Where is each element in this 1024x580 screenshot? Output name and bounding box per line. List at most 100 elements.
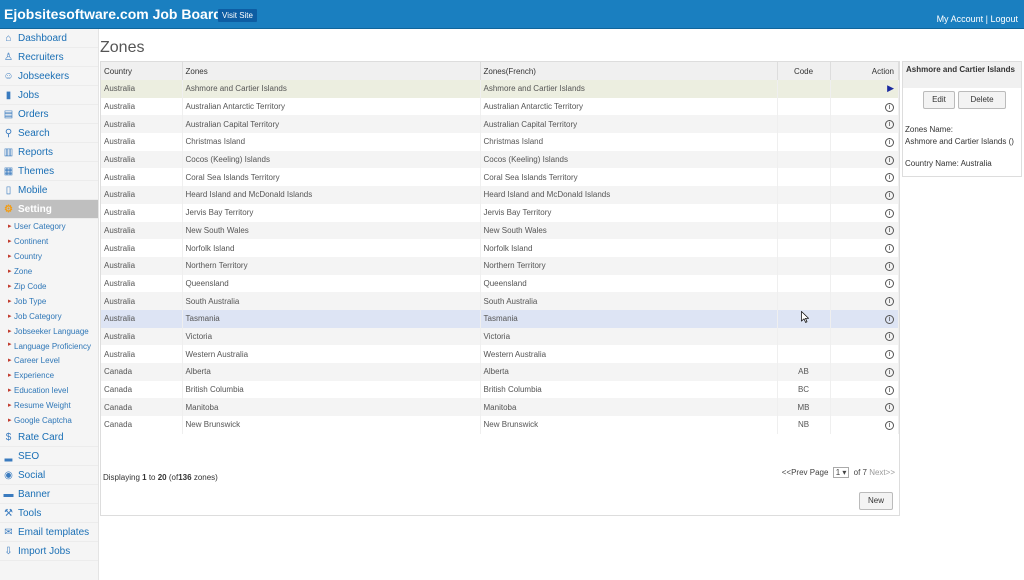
next-link[interactable]: Next>>: [869, 468, 895, 477]
table-row[interactable]: Australia Western Australia Western Austra…: [101, 345, 899, 363]
setting-subitem-experience[interactable]: Experience: [0, 368, 98, 383]
table-row[interactable]: Australia Heard Island and McDonald Islan…: [101, 186, 899, 204]
sidebar-item-banner[interactable]: ▬ Banner: [0, 485, 98, 504]
selected-arrow-icon[interactable]: ▶: [887, 83, 894, 94]
cell-country: Australia: [101, 309, 183, 328]
info-icon[interactable]: i: [885, 279, 894, 289]
sidebar-item-tools[interactable]: ⚒ Tools: [0, 504, 98, 523]
sidebar-item-orders[interactable]: ▤ Orders: [0, 105, 98, 124]
cell-action: i: [830, 97, 899, 116]
themes-icon: ▦: [3, 166, 14, 177]
cell-country: Australia: [101, 274, 183, 293]
delete-button[interactable]: Delete: [958, 91, 1006, 109]
prev-link[interactable]: <<Prev: [781, 468, 808, 477]
column-zones-french[interactable]: Zones(French): [480, 62, 778, 80]
table-row[interactable]: Australia Australian Capital Territory Aus…: [101, 115, 899, 134]
setting-subitem-career-level[interactable]: Career Level: [0, 353, 98, 368]
info-icon[interactable]: i: [885, 137, 894, 147]
logout-link[interactable]: Logout: [990, 14, 1018, 24]
sidebar-item-dashboard[interactable]: ⌂ Dashboard: [0, 29, 98, 48]
cell-zone: New South Wales: [182, 221, 481, 240]
social-icon: ◉: [4, 470, 13, 481]
setting-subitem-user-category[interactable]: User Category: [0, 219, 98, 234]
column-code[interactable]: Code: [777, 62, 831, 80]
sidebar-item-search[interactable]: ⚲ Search: [0, 124, 98, 143]
table-row[interactable]: Australia Ashmore and Cartier Islands Ashm…: [101, 80, 899, 98]
table-row[interactable]: Australia New South Wales New South Wales i: [101, 221, 899, 240]
table-row[interactable]: Australia South Australia South Australia i: [101, 292, 899, 310]
setting-subitem-country[interactable]: Country: [0, 249, 98, 264]
table-row[interactable]: Australia Coral Sea Islands Territory Cora…: [101, 168, 899, 187]
table-row[interactable]: Australia Queensland Queensland i: [101, 274, 899, 293]
sidebar-item-reports[interactable]: ▥ Reports: [0, 143, 98, 162]
edit-button[interactable]: Edit: [923, 91, 955, 109]
sidebar-item-import-jobs[interactable]: ⇩ Import Jobs: [0, 542, 98, 561]
table-row[interactable]: Canada Manitoba Manitoba MB i: [101, 398, 899, 417]
setting-subitem-job-category[interactable]: Job Category: [0, 309, 98, 324]
info-icon[interactable]: i: [885, 120, 894, 130]
cell-zone: Manitoba: [182, 398, 481, 417]
sidebar-item-themes[interactable]: ▦ Themes: [0, 162, 98, 181]
sidebar-item-email-templates[interactable]: ✉ Email templates: [0, 523, 98, 542]
table-row[interactable]: Australia Jervis Bay Territory Jervis Bay …: [101, 203, 899, 222]
cell-zone: South Australia: [182, 292, 481, 310]
column-country[interactable]: Country: [101, 62, 183, 80]
table-row[interactable]: Canada Alberta Alberta AB i: [101, 363, 899, 381]
setting-subitem-resume-weight[interactable]: Resume Weight: [0, 398, 98, 413]
cell-zone: Coral Sea Islands Territory: [182, 168, 481, 187]
table-row[interactable]: Canada New Brunswick New Brunswick NB i: [101, 416, 899, 434]
info-icon[interactable]: i: [885, 190, 894, 200]
setting-subitem-jobseeker-language[interactable]: Jobseeker Language: [0, 324, 98, 339]
info-icon[interactable]: i: [885, 173, 894, 183]
info-icon[interactable]: i: [885, 208, 894, 218]
info-icon[interactable]: i: [885, 403, 894, 413]
info-icon[interactable]: i: [885, 350, 894, 360]
table-row[interactable]: Australia Northern Territory Northern Terr…: [101, 256, 899, 275]
table-row[interactable]: Canada British Columbia British Columbia BC…: [101, 380, 899, 399]
info-icon[interactable]: i: [885, 420, 894, 430]
my-account-link[interactable]: My Account: [936, 14, 984, 24]
info-icon[interactable]: i: [885, 332, 894, 342]
info-icon[interactable]: i: [885, 367, 894, 377]
table-row[interactable]: Australia Tasmania Tasmania i: [101, 309, 899, 328]
info-icon[interactable]: i: [885, 155, 894, 165]
table-row[interactable]: Australia Cocos (Keeling) Islands Cocos (K…: [101, 150, 899, 169]
table-row[interactable]: Australia Victoria Victoria i: [101, 327, 899, 346]
visit-site-button[interactable]: Visit Site: [218, 9, 257, 22]
sidebar-item-recruiters[interactable]: ♙ Recruiters: [0, 48, 98, 67]
setting-subitem-zone[interactable]: Zone: [0, 264, 98, 279]
setting-subitem-zip-code[interactable]: Zip Code: [0, 279, 98, 294]
detail-panel: Ashmore and Cartier Islands Edit Delete …: [902, 61, 1022, 177]
sidebar-item-jobseekers[interactable]: ☺ Jobseekers: [0, 67, 98, 86]
brand-title: Ejobsitesoftware.com Job Board: [4, 6, 222, 22]
setting-subitem-continent[interactable]: Continent: [0, 234, 98, 249]
table-row[interactable]: Australia Norfolk Island Norfolk Island i: [101, 239, 899, 257]
setting-subitem-google-captcha[interactable]: Google Captcha: [0, 413, 98, 428]
setting-subitem-education-level[interactable]: Education level: [0, 383, 98, 398]
info-icon[interactable]: i: [885, 102, 894, 112]
setting-subitem-job-type[interactable]: Job Type: [0, 294, 98, 309]
sidebar-item-setting[interactable]: ⚙ Setting: [0, 200, 98, 219]
cell-zone-french: Victoria: [480, 327, 778, 346]
sidebar-item-mobile[interactable]: ▯ Mobile: [0, 181, 98, 200]
info-icon[interactable]: i: [885, 226, 894, 236]
info-icon[interactable]: i: [885, 385, 894, 395]
cell-code: [777, 150, 831, 169]
table-row[interactable]: Australia Australian Antarctic Territory A…: [101, 97, 899, 116]
info-icon[interactable]: i: [885, 314, 894, 324]
new-button[interactable]: New: [859, 492, 893, 510]
sidebar-item-rate-card[interactable]: $ Rate Card: [0, 428, 98, 447]
info-icon[interactable]: i: [885, 261, 894, 271]
info-icon[interactable]: i: [885, 297, 894, 307]
page-select[interactable]: 1 ▾: [832, 467, 850, 478]
cell-country: Australia: [101, 115, 183, 134]
info-icon[interactable]: i: [885, 244, 894, 254]
sidebar-item-jobs[interactable]: ▮ Jobs: [0, 86, 98, 105]
to-label: to: [148, 473, 156, 482]
column-zones[interactable]: Zones: [182, 62, 481, 80]
orders-icon: ▤: [3, 109, 14, 120]
sidebar-item-seo[interactable]: ▂ SEO: [0, 447, 98, 466]
table-row[interactable]: Australia Christmas Island Christmas Islan…: [101, 133, 899, 151]
setting-subitem-language-proficiency[interactable]: Language Proficiency: [0, 339, 98, 353]
sidebar-item-social[interactable]: ◉ Social: [0, 466, 98, 485]
